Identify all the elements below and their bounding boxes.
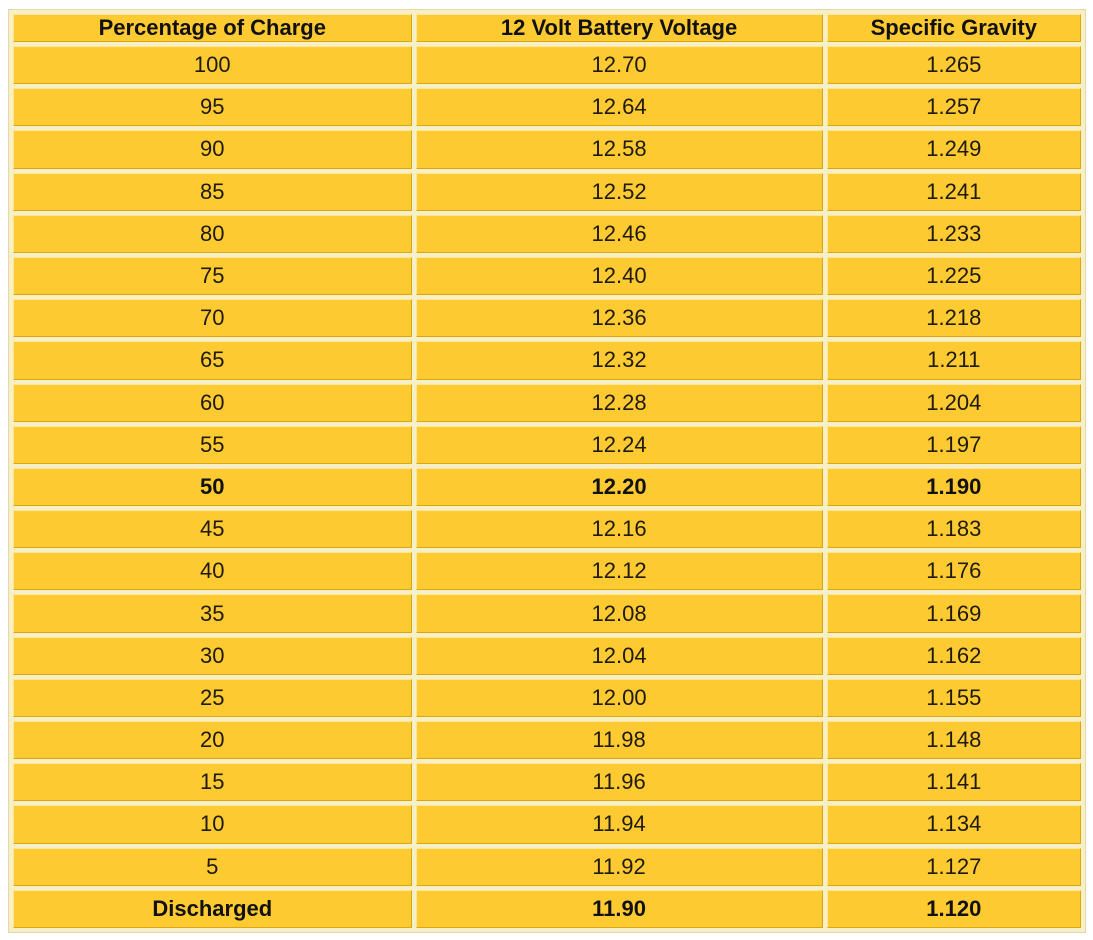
table-row: 65 12.32 1.211: [13, 341, 1081, 380]
table-row: 90 12.58 1.249: [13, 130, 1081, 169]
voltage-cell: 11.94: [415, 805, 823, 844]
specific-gravity-cell: 1.249: [826, 130, 1081, 169]
charge-cell: 30: [13, 636, 412, 675]
table-row: 30 12.04 1.162: [13, 636, 1081, 675]
charge-cell: 25: [13, 678, 412, 717]
table-row: 40 12.12 1.176: [13, 552, 1081, 591]
table-row: 10 11.94 1.134: [13, 805, 1081, 844]
specific-gravity-cell: 1.265: [826, 46, 1081, 85]
charge-cell: 35: [13, 594, 412, 633]
specific-gravity-cell: 1.162: [826, 636, 1081, 675]
voltage-cell: 12.24: [415, 425, 823, 464]
voltage-cell: 12.04: [415, 636, 823, 675]
specific-gravity-cell: 1.233: [826, 214, 1081, 253]
table-header-row: Percentage of Charge 12 Volt Battery Vol…: [13, 14, 1081, 42]
charge-cell: 55: [13, 425, 412, 464]
specific-gravity-cell: 1.141: [826, 763, 1081, 802]
voltage-cell: 12.32: [415, 341, 823, 380]
charge-cell: 15: [13, 763, 412, 802]
table-row: 75 12.40 1.225: [13, 256, 1081, 296]
voltage-cell: 12.40: [415, 256, 823, 296]
specific-gravity-cell: 1.204: [826, 383, 1081, 422]
charge-cell: Discharged: [13, 889, 412, 928]
specific-gravity-cell: 1.241: [826, 172, 1081, 211]
specific-gravity-cell: 1.120: [826, 889, 1081, 928]
voltage-cell: 12.52: [415, 172, 823, 211]
header-percentage-of-charge: Percentage of Charge: [13, 14, 412, 42]
specific-gravity-cell: 1.127: [826, 847, 1081, 886]
voltage-cell: 12.36: [415, 299, 823, 338]
specific-gravity-cell: 1.155: [826, 678, 1081, 717]
voltage-cell: 12.20: [415, 467, 823, 507]
table-row: 95 12.64 1.257: [13, 88, 1081, 127]
table-row: 15 11.96 1.141: [13, 763, 1081, 802]
charge-cell: 45: [13, 510, 412, 549]
charge-cell: 95: [13, 88, 412, 127]
charge-cell: 20: [13, 721, 412, 760]
table-row: 85 12.52 1.241: [13, 172, 1081, 211]
table-row: 20 11.98 1.148: [13, 721, 1081, 760]
voltage-cell: 12.16: [415, 510, 823, 549]
charge-cell: 10: [13, 805, 412, 844]
voltage-cell: 12.28: [415, 383, 823, 422]
specific-gravity-cell: 1.257: [826, 88, 1081, 127]
charge-cell: 65: [13, 341, 412, 380]
table-row: 5 11.92 1.127: [13, 847, 1081, 886]
table-row: 35 12.08 1.169: [13, 594, 1081, 633]
voltage-cell: 11.90: [415, 889, 823, 928]
voltage-cell: 11.92: [415, 847, 823, 886]
table-row: 80 12.46 1.233: [13, 214, 1081, 253]
charge-cell: 60: [13, 383, 412, 422]
voltage-cell: 12.64: [415, 88, 823, 127]
table-body: 100 12.70 1.265 95 12.64 1.257 90 12.58 1.249 85 1…: [13, 46, 1081, 928]
voltage-cell: 12.12: [415, 552, 823, 591]
header-specific-gravity: Specific Gravity: [826, 14, 1081, 42]
table-row: 50 12.20 1.190: [13, 467, 1081, 507]
specific-gravity-cell: 1.134: [826, 805, 1081, 844]
voltage-cell: 12.70: [415, 46, 823, 85]
header-battery-voltage: 12 Volt Battery Voltage: [415, 14, 823, 42]
specific-gravity-cell: 1.183: [826, 510, 1081, 549]
specific-gravity-cell: 1.169: [826, 594, 1081, 633]
charge-cell: 80: [13, 214, 412, 253]
battery-charge-table-frame: Percentage of Charge 12 Volt Battery Vol…: [8, 9, 1086, 933]
charge-cell: 70: [13, 299, 412, 338]
specific-gravity-cell: 1.211: [826, 341, 1081, 380]
specific-gravity-cell: 1.190: [826, 467, 1081, 507]
voltage-cell: 12.46: [415, 214, 823, 253]
table-row: Discharged 11.90 1.120: [13, 889, 1081, 928]
specific-gravity-cell: 1.197: [826, 425, 1081, 464]
voltage-cell: 12.58: [415, 130, 823, 169]
voltage-cell: 11.98: [415, 721, 823, 760]
charge-cell: 50: [13, 467, 412, 507]
voltage-cell: 11.96: [415, 763, 823, 802]
voltage-cell: 12.00: [415, 678, 823, 717]
table-row: 55 12.24 1.197: [13, 425, 1081, 464]
charge-cell: 75: [13, 256, 412, 296]
table-row: 25 12.00 1.155: [13, 678, 1081, 717]
charge-cell: 100: [13, 46, 412, 85]
table-row: 60 12.28 1.204: [13, 383, 1081, 422]
specific-gravity-cell: 1.225: [826, 256, 1081, 296]
charge-cell: 40: [13, 552, 412, 591]
specific-gravity-cell: 1.218: [826, 299, 1081, 338]
charge-cell: 90: [13, 130, 412, 169]
charge-cell: 5: [13, 847, 412, 886]
table-row: 70 12.36 1.218: [13, 299, 1081, 338]
specific-gravity-cell: 1.176: [826, 552, 1081, 591]
table-row: 100 12.70 1.265: [13, 46, 1081, 85]
specific-gravity-cell: 1.148: [826, 721, 1081, 760]
voltage-cell: 12.08: [415, 594, 823, 633]
battery-charge-table: Percentage of Charge 12 Volt Battery Vol…: [9, 10, 1085, 932]
table-row: 45 12.16 1.183: [13, 510, 1081, 549]
charge-cell: 85: [13, 172, 412, 211]
